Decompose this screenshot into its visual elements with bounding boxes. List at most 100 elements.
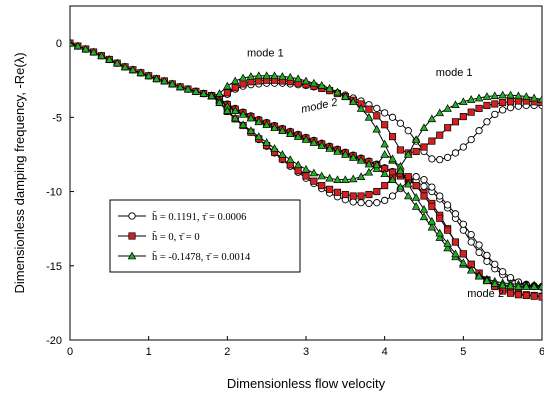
series-3-point bbox=[356, 155, 366, 164]
series-1-point bbox=[491, 260, 499, 268]
axis-ticks: 0 1 2 3 4 5 6 0 -5 -10 -15 -20 bbox=[46, 38, 544, 358]
series-2-point bbox=[491, 100, 499, 108]
series-2-point bbox=[239, 80, 247, 88]
series-3-point bbox=[459, 258, 468, 267]
series-3-point bbox=[270, 144, 279, 152]
series-1-point bbox=[428, 155, 436, 163]
series-2-point bbox=[459, 113, 467, 121]
x-axis-title: Dimensionless flow velocity bbox=[227, 376, 386, 391]
series-3-point bbox=[388, 154, 397, 163]
series-2-point bbox=[326, 185, 334, 193]
series-3-point bbox=[73, 41, 83, 50]
series-2-point bbox=[451, 118, 460, 126]
series-3-point bbox=[372, 160, 382, 169]
series-2-point bbox=[420, 192, 428, 200]
series-1-point bbox=[451, 149, 460, 157]
series-3-point bbox=[403, 150, 413, 158]
series-2-point bbox=[349, 192, 357, 200]
series-3-point bbox=[419, 123, 429, 132]
series-2-point bbox=[365, 190, 373, 199]
series-3-point bbox=[325, 83, 334, 92]
series-3-point bbox=[262, 120, 271, 129]
series-3-point bbox=[230, 113, 240, 122]
series-3-point bbox=[81, 44, 91, 53]
series-3-point bbox=[309, 78, 319, 87]
series-2-point bbox=[412, 147, 420, 156]
series-3-point bbox=[364, 112, 374, 121]
series-3-point bbox=[112, 58, 122, 67]
series-3-point bbox=[443, 104, 452, 112]
series-3-point bbox=[223, 81, 232, 90]
series-3-point bbox=[419, 212, 429, 221]
series-3-point bbox=[466, 265, 476, 274]
series-3-point bbox=[309, 168, 319, 177]
series-3-point bbox=[490, 91, 500, 100]
y-tick-label: 0 bbox=[56, 38, 62, 50]
series-1-point bbox=[443, 201, 452, 209]
series-3-point bbox=[238, 120, 248, 129]
series-1-point bbox=[459, 226, 467, 234]
y-tick-label: -20 bbox=[46, 335, 62, 347]
series-3-point bbox=[270, 71, 279, 80]
legend-entry-2: h̄ = 0, τ̄ = 0 bbox=[152, 231, 200, 243]
series-3-point bbox=[348, 174, 358, 183]
series-3-point bbox=[411, 193, 421, 201]
series-3-point bbox=[498, 280, 507, 289]
series-3-point bbox=[175, 82, 185, 91]
series-3-point bbox=[380, 150, 389, 158]
series-1-point bbox=[357, 199, 365, 207]
series-2-point bbox=[302, 172, 310, 180]
series-3-point bbox=[278, 150, 287, 158]
series-3-point bbox=[443, 239, 452, 247]
series-2-point bbox=[412, 182, 420, 190]
series-2-point bbox=[451, 238, 460, 246]
series-1-point bbox=[483, 118, 491, 126]
series-1-point bbox=[483, 251, 491, 260]
series-2-point bbox=[530, 292, 538, 300]
series-3-point bbox=[490, 279, 500, 287]
series-1-point bbox=[420, 176, 428, 184]
series-layer bbox=[70, 38, 542, 301]
series-3-point bbox=[364, 167, 374, 176]
series-3-point bbox=[419, 204, 429, 213]
series-2-point bbox=[318, 182, 326, 190]
y-axis-title: Dimensionless damping frequency, -Re(λ) bbox=[12, 52, 27, 293]
series-1-point bbox=[365, 199, 373, 208]
series-3-point bbox=[403, 191, 413, 200]
series-3-point bbox=[411, 135, 421, 143]
series-3-point bbox=[482, 92, 492, 100]
series-3-point bbox=[183, 84, 193, 93]
series-3-point bbox=[317, 81, 327, 89]
series-2-point bbox=[396, 146, 404, 154]
series-1-point bbox=[349, 198, 357, 206]
series-2-point bbox=[310, 177, 318, 185]
series-3-point bbox=[514, 91, 523, 100]
series-3-point bbox=[278, 126, 287, 134]
series-3-point bbox=[427, 114, 437, 123]
series-3-point bbox=[341, 175, 350, 183]
series-3-point bbox=[120, 62, 130, 71]
series-3-point bbox=[207, 91, 216, 100]
series-2-point bbox=[231, 84, 239, 92]
series-3-point bbox=[364, 159, 374, 168]
series-2-point bbox=[428, 137, 436, 145]
series-2-point bbox=[436, 214, 444, 222]
series-3-point bbox=[506, 281, 515, 290]
series-3-point bbox=[230, 76, 240, 85]
legend-entry-3: h̄ = -0.1478, τ̄ = 0.0014 bbox=[152, 251, 251, 263]
series-1-point bbox=[499, 268, 507, 276]
series-3-point bbox=[474, 93, 484, 102]
series-3-point bbox=[333, 175, 342, 183]
series-3-point bbox=[498, 90, 507, 99]
series-3-point bbox=[514, 282, 523, 290]
series-1-point bbox=[381, 109, 389, 117]
y-tick-label: -5 bbox=[52, 112, 62, 124]
series-3-point bbox=[435, 233, 445, 241]
x-tick-label: 4 bbox=[382, 346, 388, 358]
series-1-point bbox=[436, 155, 444, 164]
series-3-point bbox=[105, 55, 114, 63]
series-2-point bbox=[420, 143, 428, 151]
series-3-point bbox=[403, 179, 413, 188]
series-3-point bbox=[317, 171, 327, 180]
